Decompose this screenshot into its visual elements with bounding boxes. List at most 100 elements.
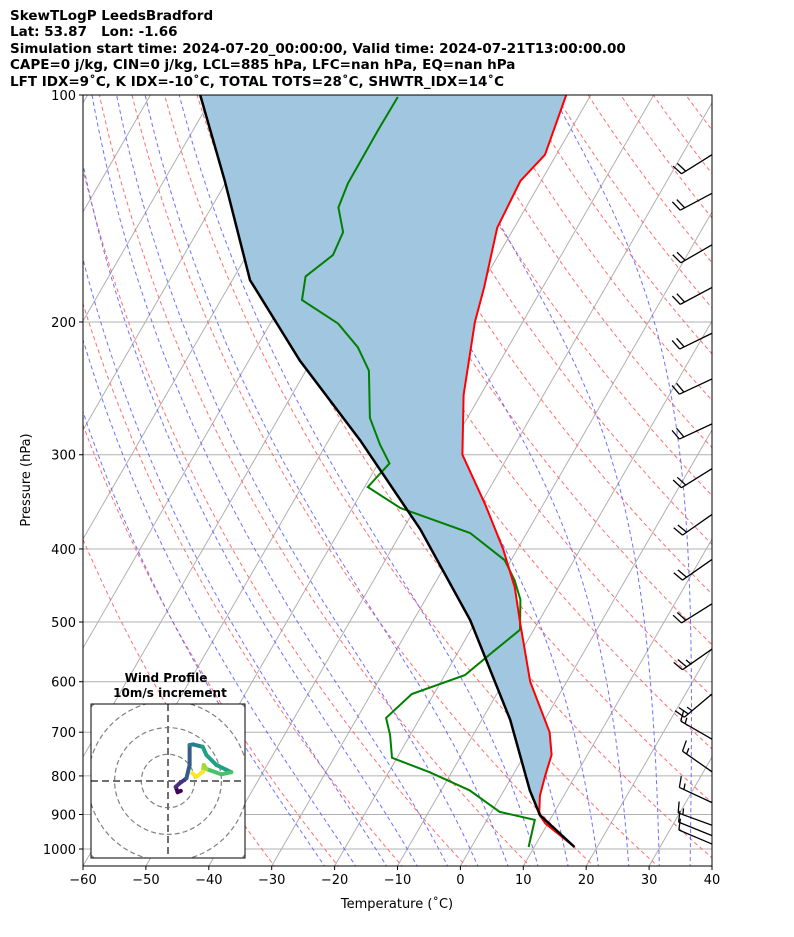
barb-flag [681,740,687,752]
barb-flag [671,340,681,350]
y-tick-label: 900 [51,808,76,823]
barb-flag [678,818,682,831]
title-line: Lat: 53.87 Lon: -1.66 [10,24,178,41]
hodograph-inset: Wind Profile 10m/s increment [90,671,246,859]
barb-flag [673,572,683,581]
x-tick-label: −20 [321,873,348,888]
isotherm-line [711,864,712,866]
wind-barb [672,244,713,264]
barb-staff [682,513,713,536]
barb-staff [679,378,713,395]
wind-barb [677,810,713,837]
wind-barb [671,332,713,350]
x-tick-label: −30 [258,873,285,888]
dry-adiabat-line [131,95,595,866]
moist-adiabat-line [83,257,388,866]
barb-half-flag [686,706,693,712]
wind-barb [672,468,713,489]
barb-flag [677,801,680,813]
barb-half-flag [685,748,690,755]
wind-barb [673,513,713,536]
barb-staff [678,829,713,845]
barb-flag [676,162,687,172]
barb-flag [672,614,682,624]
barb-flag [677,810,681,823]
barb-staff [679,332,713,350]
barb-staff [682,648,713,671]
moist-adiabat-line [178,95,539,866]
barb-flag [676,382,685,393]
dry-adiabat-line [685,95,712,131]
y-tick-label: 100 [51,89,76,104]
isotherm-line [522,537,712,866]
hodograph-subtitle: 10m/s increment [113,686,227,700]
y-tick-label: 700 [51,726,76,741]
moist-adiabat-line [552,95,692,866]
barb-staff [679,423,713,440]
barb-flag [672,479,682,489]
barb-flag [676,476,687,486]
x-tick-label: −10 [384,873,411,888]
y-tick-label: 600 [51,676,76,691]
moist-adiabat-line [431,95,660,866]
barb-flag [672,254,682,264]
barb-flag [678,776,682,788]
moist-adiabat-line [273,95,599,866]
isotherm-line [585,646,712,866]
dry-adiabat-line [98,95,531,866]
wind-barb [680,709,713,740]
wind-barb [674,693,713,718]
hodograph-segment [204,753,219,767]
x-tick-label: 30 [641,873,658,888]
wind-barb [671,378,713,395]
x-tick-label: 40 [704,873,721,888]
moist-adiabat-line [83,410,326,866]
x-tick-label: −40 [195,873,222,888]
wind-barb [678,776,713,804]
barb-staff [684,693,713,718]
barb-flag [673,661,683,671]
temperature-line [461,95,576,848]
wind-barb [673,648,713,671]
dry-adiabat-line [164,95,659,866]
barb-half-flag [684,717,688,724]
barb-staff [679,286,713,305]
wind-barbs [671,154,713,845]
isotherm-line [396,319,712,866]
dry-adiabat-line [83,302,403,866]
dry-adiabat-line [83,167,467,866]
barb-half-flag [683,783,686,790]
barb-flag [676,251,686,261]
y-tick-label: 500 [51,616,76,631]
barb-flag [677,569,688,578]
x-axis-label: Temperature (˚C) [340,896,453,912]
x-tick-label: 10 [515,873,532,888]
barb-flag [674,710,685,718]
wind-barb [673,558,713,581]
profiles [198,95,576,848]
cin-cape-shading [200,95,575,847]
barb-flag [680,709,685,722]
barb-staff [680,720,713,740]
x-tick-label: 0 [456,873,464,888]
wind-barb [671,286,713,305]
wind-barb [677,801,713,826]
barb-staff [679,192,713,211]
barb-staff [679,786,713,804]
moist-adiabat-line [91,95,449,866]
dry-adiabat-line [620,95,712,219]
barb-staff [681,468,713,489]
axes: −60 −50 −40 −30 −20 −10 0 10 20 30 40 100 200 300 400 5… [43,89,720,888]
barb-flag [672,165,682,175]
hodograph-frame [90,703,246,859]
barb-flag [671,295,681,305]
hodograph-segment [204,766,224,777]
barb-staff [677,812,713,826]
dewpoint-line [300,96,536,848]
x-tick-label: −50 [132,873,159,888]
y-tick-label: 300 [51,449,76,464]
dry-adiabat-line [392,95,712,546]
x-tick-label: 20 [578,873,595,888]
isotherm-line [271,101,712,866]
